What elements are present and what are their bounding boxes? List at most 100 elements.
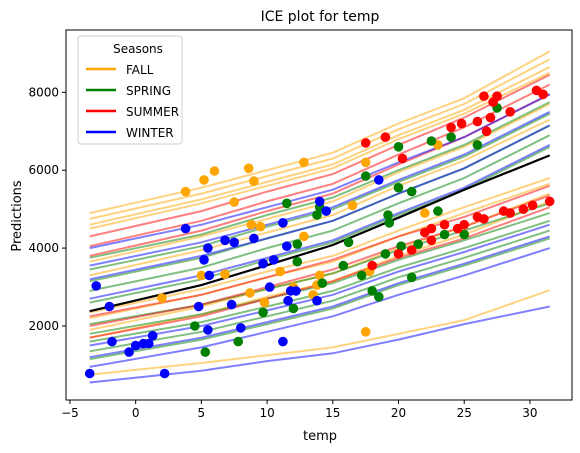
- point-summer: [406, 245, 417, 255]
- x-tick-label: 30: [522, 406, 537, 420]
- point-fall: [314, 270, 325, 281]
- point-summer: [380, 132, 391, 142]
- point-fall: [255, 221, 266, 232]
- point-winter: [199, 254, 209, 265]
- x-tick-label: 20: [391, 406, 406, 420]
- point-spring: [360, 171, 371, 181]
- point-winter: [282, 241, 292, 251]
- point-fall: [220, 269, 230, 280]
- point-spring: [312, 210, 322, 220]
- point-spring: [343, 237, 354, 248]
- point-spring: [393, 142, 404, 152]
- point-summer: [393, 249, 404, 259]
- ice-curve-fall: [89, 58, 551, 220]
- point-winter: [312, 295, 322, 306]
- legend-label-spring: SPRING: [126, 84, 171, 98]
- point-summer: [439, 219, 450, 230]
- ice-curve-winter: [89, 235, 551, 359]
- point-spring: [367, 286, 378, 296]
- legend-label-winter: WINTER: [126, 126, 174, 140]
- legend-label-summer: SUMMER: [126, 105, 179, 119]
- point-fall: [180, 186, 191, 197]
- point-fall: [259, 297, 270, 308]
- x-tick-label: −5: [61, 406, 79, 420]
- legend-label-fall: FALL: [126, 63, 154, 77]
- point-fall: [245, 288, 255, 298]
- point-spring: [374, 292, 384, 302]
- x-axis-label: temp: [303, 429, 337, 444]
- y-tick-label: 6000: [28, 163, 59, 177]
- legend-title: Seasons: [113, 42, 163, 56]
- point-winter: [264, 282, 275, 292]
- ice-curve-fall: [89, 118, 551, 277]
- point-winter: [107, 336, 117, 347]
- point-fall: [209, 166, 220, 176]
- point-spring: [317, 278, 328, 289]
- point-fall: [157, 293, 167, 303]
- point-spring: [393, 182, 404, 193]
- point-fall: [420, 208, 430, 218]
- point-summer: [479, 214, 489, 224]
- point-winter: [278, 336, 288, 347]
- average-curve-group: [89, 154, 551, 313]
- y-axis-label: Predictions: [10, 180, 25, 252]
- y-tick-label: 2000: [28, 319, 59, 333]
- ice-curve-winter: [89, 93, 551, 250]
- point-spring: [406, 272, 417, 283]
- point-fall: [299, 231, 309, 242]
- point-fall: [229, 197, 239, 207]
- point-winter: [204, 270, 215, 281]
- point-spring: [383, 210, 393, 220]
- point-summer: [538, 89, 548, 100]
- ice-curve-fall: [89, 103, 551, 263]
- point-winter: [249, 233, 259, 244]
- point-fall: [246, 219, 257, 230]
- ice-curve-spring: [89, 237, 551, 361]
- point-spring: [459, 229, 470, 240]
- point-summer: [367, 260, 378, 271]
- point-spring: [413, 239, 424, 249]
- x-tick-label: 25: [457, 406, 472, 420]
- ice-curve-winter: [89, 247, 551, 368]
- point-spring: [384, 218, 395, 228]
- point-winter: [314, 196, 325, 207]
- point-winter: [220, 235, 230, 246]
- x-tick-label: 5: [198, 406, 206, 420]
- point-winter: [147, 330, 158, 341]
- y-tick-label: 8000: [28, 85, 59, 99]
- point-winter: [104, 301, 115, 312]
- point-fall: [360, 327, 371, 337]
- point-summer: [505, 107, 515, 117]
- point-summer: [527, 200, 538, 211]
- point-winter: [124, 347, 134, 357]
- legend: Seasons FALL SPRING SUMMER WINTER: [77, 35, 183, 145]
- point-fall: [360, 157, 371, 168]
- ice-curve-spring: [89, 112, 551, 271]
- point-summer: [456, 118, 467, 129]
- ice-curve-spring: [89, 212, 551, 335]
- ice-curve-fall: [89, 289, 551, 376]
- ice-curve-winter: [89, 110, 551, 267]
- point-spring: [288, 303, 299, 314]
- point-spring: [406, 186, 417, 197]
- point-winter: [144, 338, 154, 349]
- x-tick-label: 10: [259, 406, 274, 420]
- point-summer: [481, 126, 492, 137]
- point-winter: [291, 286, 301, 296]
- point-winter: [159, 368, 170, 379]
- x-tick-label: 0: [132, 406, 140, 420]
- point-winter: [226, 299, 237, 310]
- ice-curve-fall: [89, 71, 551, 230]
- point-winter: [84, 368, 95, 379]
- point-spring: [446, 132, 456, 142]
- point-fall: [249, 176, 259, 186]
- point-spring: [439, 229, 450, 240]
- point-spring: [433, 206, 443, 216]
- point-spring: [292, 239, 303, 249]
- point-summer: [544, 196, 555, 207]
- ice-curve-fall: [89, 50, 551, 215]
- point-spring: [356, 270, 367, 281]
- point-winter: [203, 243, 213, 253]
- ice-curve-fall: [89, 66, 551, 226]
